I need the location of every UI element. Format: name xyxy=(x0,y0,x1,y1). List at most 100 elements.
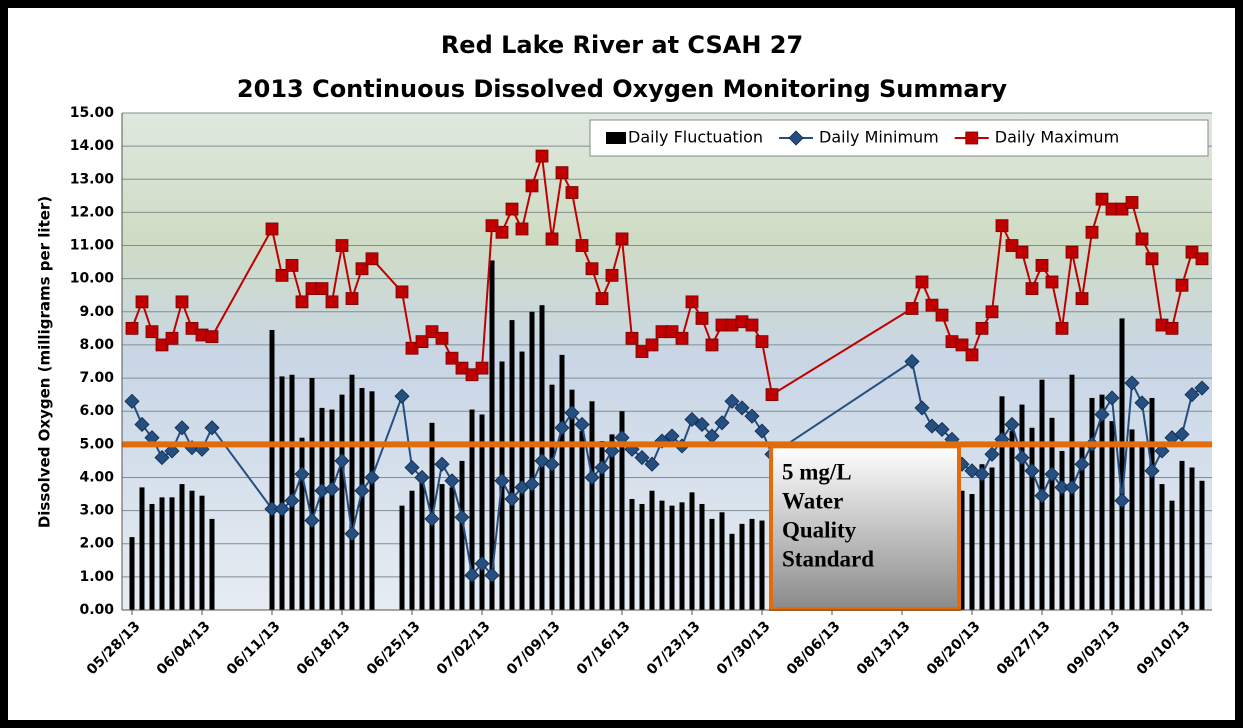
chart-subtitle: 2013 Continuous Dissolved Oxygen Monitor… xyxy=(237,75,1007,103)
y-tick-label: 8.00 xyxy=(79,337,114,353)
bar xyxy=(130,537,135,610)
bar xyxy=(170,497,175,610)
bar xyxy=(1140,446,1145,610)
bar xyxy=(1200,481,1205,610)
max-marker xyxy=(676,332,688,344)
bar xyxy=(150,504,155,610)
plot-background xyxy=(122,113,1212,610)
bar xyxy=(190,491,195,610)
max-marker xyxy=(1046,276,1058,288)
max-marker xyxy=(1136,233,1148,245)
max-marker xyxy=(126,322,138,334)
max-marker xyxy=(326,296,338,308)
bar xyxy=(450,487,455,610)
chart: Red Lake River at CSAH 27 2013 Continuou… xyxy=(0,0,1243,728)
max-marker xyxy=(316,283,328,295)
bar xyxy=(730,534,735,610)
max-marker xyxy=(396,286,408,298)
bar xyxy=(330,410,335,610)
bar xyxy=(980,464,985,610)
max-marker xyxy=(146,326,158,338)
max-marker xyxy=(476,362,488,374)
bar xyxy=(1190,468,1195,610)
bar xyxy=(530,312,535,610)
bar xyxy=(650,491,655,610)
max-marker xyxy=(516,223,528,235)
max-marker xyxy=(566,187,578,199)
y-tick-label: 10.00 xyxy=(70,271,115,287)
max-marker xyxy=(1176,279,1188,291)
bar xyxy=(570,390,575,610)
max-marker xyxy=(576,240,588,252)
max-marker xyxy=(1076,293,1088,305)
max-marker xyxy=(136,296,148,308)
bar xyxy=(370,391,375,610)
chart-title: Red Lake River at CSAH 27 xyxy=(441,31,803,59)
bar xyxy=(1160,484,1165,610)
bar xyxy=(1010,431,1015,610)
bar xyxy=(1110,421,1115,610)
max-marker xyxy=(766,389,778,401)
bar xyxy=(340,395,345,610)
max-marker xyxy=(556,167,568,179)
max-marker xyxy=(266,223,278,235)
max-marker xyxy=(206,331,218,343)
max-marker xyxy=(366,253,378,265)
max-marker xyxy=(1166,322,1178,334)
max-marker xyxy=(996,220,1008,232)
bar xyxy=(710,519,715,610)
bar xyxy=(160,497,165,610)
bar xyxy=(180,484,185,610)
bar xyxy=(270,330,275,610)
y-tick-label: 12.00 xyxy=(70,204,115,220)
max-marker xyxy=(336,240,348,252)
y-tick-label: 13.00 xyxy=(70,171,115,187)
bar xyxy=(1180,461,1185,610)
max-marker xyxy=(1036,259,1048,271)
max-marker xyxy=(1016,246,1028,258)
max-marker xyxy=(496,226,508,238)
max-marker xyxy=(1126,196,1138,208)
max-marker xyxy=(916,276,928,288)
y-axis-label: Dissolved Oxygen (milligrams per liter) xyxy=(36,196,54,528)
bar xyxy=(140,487,145,610)
max-marker xyxy=(1196,253,1208,265)
max-marker xyxy=(966,132,978,144)
bar xyxy=(400,506,405,610)
y-tick-label: 4.00 xyxy=(79,469,114,485)
max-marker xyxy=(1066,246,1078,258)
bar xyxy=(630,499,635,610)
y-tick-label: 11.00 xyxy=(70,238,115,254)
bar xyxy=(640,504,645,610)
annotation-text: Standard xyxy=(782,547,874,572)
max-marker xyxy=(1146,253,1158,265)
legend-swatch xyxy=(606,132,626,144)
bar xyxy=(1100,395,1105,610)
bar xyxy=(210,519,215,610)
y-tick-label: 9.00 xyxy=(79,304,114,320)
bar xyxy=(420,474,425,610)
bar xyxy=(300,438,305,610)
y-tick-label: 15.00 xyxy=(70,105,115,121)
max-marker xyxy=(176,296,188,308)
max-marker xyxy=(296,296,308,308)
bar xyxy=(740,524,745,610)
bar xyxy=(320,408,325,610)
legend-label: Daily Fluctuation xyxy=(628,128,763,147)
bar xyxy=(290,375,295,610)
max-marker xyxy=(1086,226,1098,238)
bar xyxy=(440,484,445,610)
max-marker xyxy=(606,269,618,281)
bar xyxy=(690,492,695,610)
bar xyxy=(550,385,555,610)
bar xyxy=(1030,428,1035,610)
bar xyxy=(760,521,765,610)
max-marker xyxy=(346,293,358,305)
bar xyxy=(590,401,595,610)
bar xyxy=(560,355,565,610)
bar xyxy=(1020,405,1025,610)
max-marker xyxy=(436,332,448,344)
max-marker xyxy=(966,349,978,361)
max-marker xyxy=(166,332,178,344)
bar xyxy=(580,431,585,610)
